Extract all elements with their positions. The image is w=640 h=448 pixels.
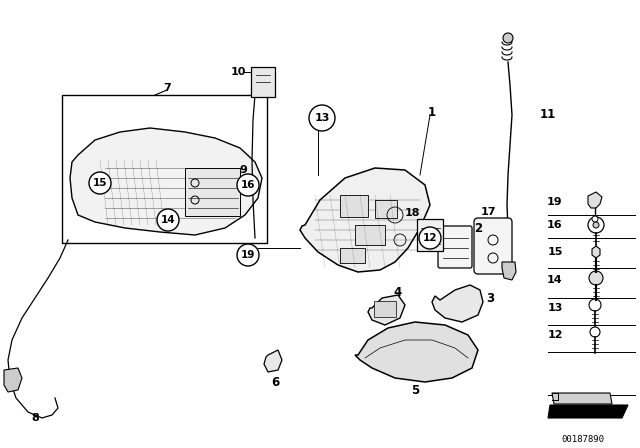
Circle shape — [419, 227, 441, 249]
Polygon shape — [300, 168, 430, 272]
FancyBboxPatch shape — [355, 225, 385, 245]
Polygon shape — [592, 246, 600, 258]
Circle shape — [309, 105, 335, 131]
FancyBboxPatch shape — [417, 219, 443, 251]
Text: 11: 11 — [540, 108, 556, 121]
FancyBboxPatch shape — [340, 248, 365, 263]
Circle shape — [590, 327, 600, 337]
FancyBboxPatch shape — [438, 226, 472, 268]
Polygon shape — [548, 405, 628, 418]
Circle shape — [592, 216, 598, 222]
Text: 6: 6 — [271, 375, 279, 388]
Circle shape — [89, 172, 111, 194]
Circle shape — [237, 244, 259, 266]
Text: 12: 12 — [423, 233, 437, 243]
Text: 8: 8 — [31, 413, 39, 423]
Circle shape — [589, 271, 603, 285]
FancyBboxPatch shape — [474, 218, 512, 274]
Polygon shape — [264, 350, 282, 372]
Text: 1: 1 — [428, 105, 436, 119]
Text: 12: 12 — [547, 330, 563, 340]
Text: 18: 18 — [404, 208, 420, 218]
Polygon shape — [588, 192, 602, 208]
Text: 9: 9 — [239, 165, 247, 175]
Text: 4: 4 — [394, 287, 402, 300]
FancyBboxPatch shape — [251, 67, 275, 97]
Text: 14: 14 — [161, 215, 175, 225]
Text: 16: 16 — [547, 220, 563, 230]
Circle shape — [588, 217, 604, 233]
Text: 15: 15 — [93, 178, 108, 188]
Text: 19: 19 — [547, 197, 563, 207]
Text: 7: 7 — [163, 83, 171, 93]
Circle shape — [237, 174, 259, 196]
Polygon shape — [502, 262, 516, 280]
Polygon shape — [368, 295, 405, 325]
FancyBboxPatch shape — [375, 200, 397, 218]
Text: 13: 13 — [547, 303, 563, 313]
Polygon shape — [432, 285, 483, 322]
Text: 13: 13 — [314, 113, 330, 123]
Polygon shape — [552, 393, 612, 404]
Circle shape — [593, 222, 599, 228]
Text: 5: 5 — [411, 383, 419, 396]
FancyBboxPatch shape — [185, 168, 240, 216]
Polygon shape — [70, 128, 262, 235]
Text: 3: 3 — [486, 292, 494, 305]
Circle shape — [503, 33, 513, 43]
Circle shape — [589, 299, 601, 311]
FancyBboxPatch shape — [340, 195, 368, 217]
Circle shape — [157, 209, 179, 231]
FancyBboxPatch shape — [374, 301, 396, 317]
Bar — [62, 95, 267, 243]
Polygon shape — [4, 368, 22, 392]
Text: 10: 10 — [230, 67, 246, 77]
Text: 16: 16 — [241, 180, 255, 190]
Text: 2: 2 — [474, 221, 482, 234]
Text: 15: 15 — [547, 247, 563, 257]
Text: 17: 17 — [480, 207, 496, 217]
Text: 19: 19 — [241, 250, 255, 260]
Text: 00187890: 00187890 — [561, 435, 605, 444]
Text: 14: 14 — [547, 275, 563, 285]
Polygon shape — [355, 322, 478, 382]
